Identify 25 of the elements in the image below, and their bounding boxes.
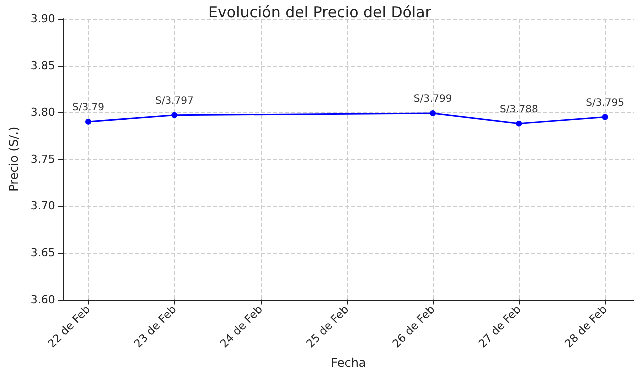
y-tick-label: 3.70: [30, 200, 56, 213]
x-tick-label: 24 de Feb: [218, 303, 266, 351]
y-tick-label: 3.80: [30, 106, 56, 120]
x-tick-label: 23 de Feb: [132, 303, 180, 351]
point: [86, 118, 92, 125]
x-tick-label: 25 de Feb: [304, 303, 352, 351]
chart-title: Evolución del Precio del Dólar: [208, 4, 432, 22]
x-tick-label: 28 de Feb: [562, 303, 610, 351]
point: [430, 110, 436, 117]
y-tick-label: 3.65: [30, 246, 56, 260]
x-tick-label: 26 de Feb: [390, 303, 438, 351]
point: [172, 112, 178, 118]
y-axis-title: Precio (S/.): [7, 126, 21, 192]
data-label: S/3.799: [414, 94, 452, 106]
y-tick-label: 3.90: [30, 12, 56, 26]
y-tick-label: 3.75: [30, 152, 56, 166]
y-tick-label: 3.85: [30, 59, 56, 72]
x-tick-label: 27 de Feb: [476, 303, 524, 351]
data-label: S/3.795: [586, 98, 624, 109]
data-label: S/3.79: [72, 102, 105, 114]
point: [516, 120, 522, 127]
data-label: S/3.788: [500, 104, 538, 116]
data-label: S/3.797: [155, 96, 194, 107]
x-axis-title: Fecha: [331, 356, 366, 370]
point: [602, 114, 608, 120]
